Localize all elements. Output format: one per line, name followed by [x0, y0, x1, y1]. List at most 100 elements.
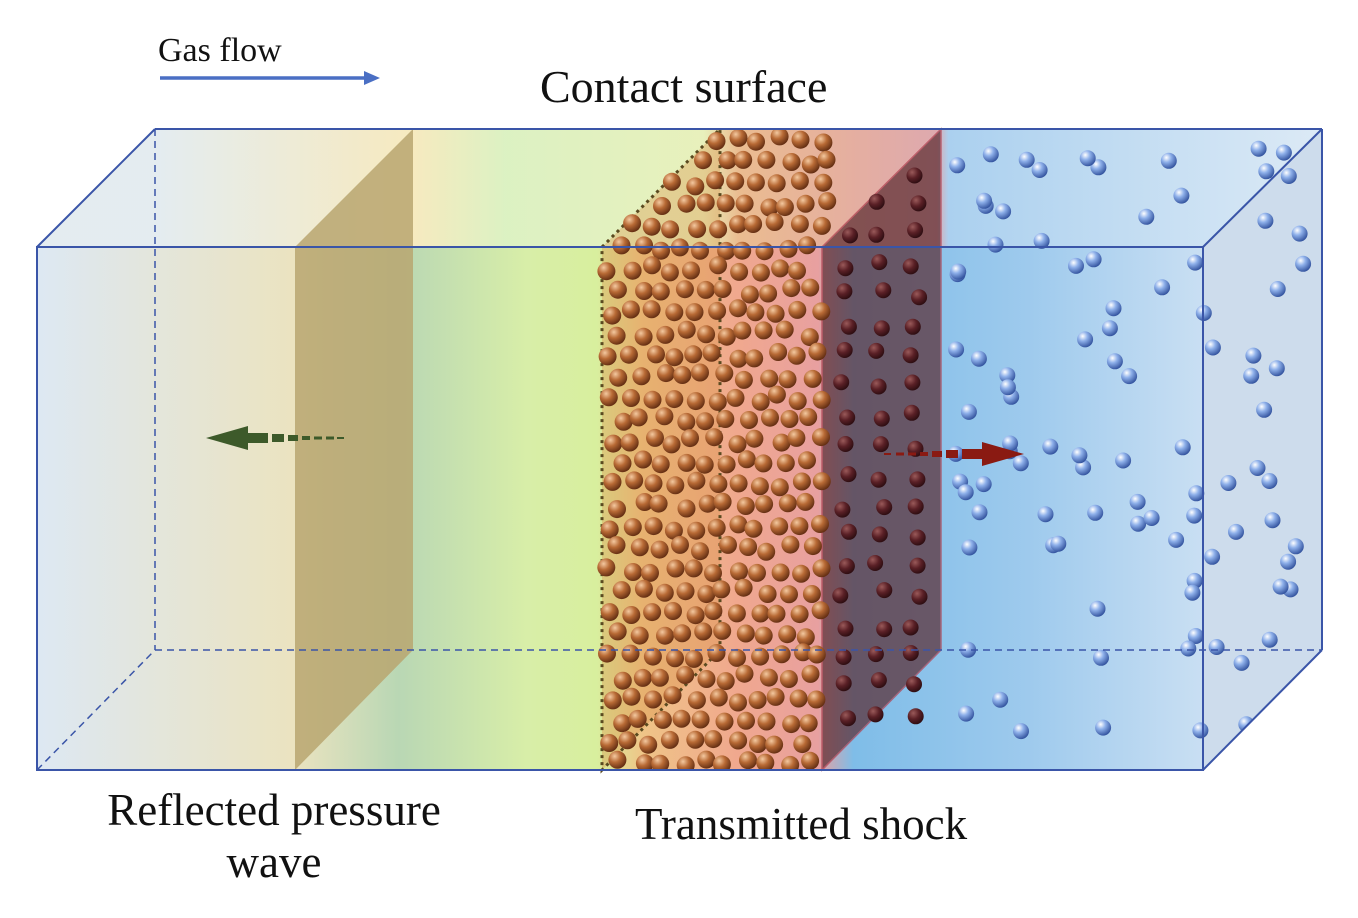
- particle-blue: [1269, 281, 1286, 297]
- particle-brown: [796, 194, 815, 213]
- particle-brown: [739, 751, 757, 770]
- particle-brown: [729, 299, 747, 318]
- particle-blue: [1115, 452, 1132, 469]
- particle-brown: [729, 215, 748, 234]
- particle-dark: [840, 466, 857, 483]
- particle-brown: [789, 689, 808, 708]
- particle-brown: [765, 213, 784, 231]
- particle-brown: [623, 214, 642, 233]
- particle-brown: [634, 327, 653, 346]
- particle-brown: [740, 285, 759, 304]
- particle-brown: [781, 755, 800, 770]
- particle-brown: [676, 756, 695, 770]
- particle-dark: [907, 222, 924, 239]
- particle-brown: [696, 193, 715, 212]
- particle-brown: [695, 455, 714, 474]
- particle-blue: [1013, 723, 1029, 740]
- particle-dark: [876, 499, 893, 516]
- particle-blue: [1075, 459, 1092, 476]
- particle-brown: [730, 562, 748, 581]
- particle-brown: [597, 262, 616, 281]
- particle-brown: [814, 133, 833, 152]
- particle-dark: [873, 320, 890, 337]
- particle-brown: [796, 492, 815, 511]
- particle-brown: [800, 328, 819, 347]
- particle-brown: [613, 454, 632, 473]
- particle-brown: [728, 648, 746, 667]
- particle-blue: [1068, 257, 1084, 274]
- particle-blue: [1291, 225, 1308, 242]
- particle-brown: [644, 517, 663, 536]
- particle-dark: [902, 645, 919, 661]
- particle-brown: [623, 261, 642, 280]
- particle-brown: [618, 731, 637, 750]
- particle-brown: [651, 455, 670, 474]
- particle-blue: [1071, 447, 1088, 464]
- particle-brown: [643, 647, 662, 666]
- particle-brown: [767, 174, 786, 193]
- particle-brown: [734, 578, 753, 597]
- particle-brown: [801, 278, 820, 297]
- particle-blue: [1245, 347, 1262, 364]
- particle-dark: [837, 620, 854, 637]
- particle-blue: [976, 192, 993, 209]
- particle-brown: [781, 535, 800, 554]
- particle-brown: [801, 155, 820, 174]
- particle-brown: [644, 690, 662, 709]
- particle-brown: [613, 714, 632, 733]
- particle-brown: [772, 645, 791, 664]
- particle-brown: [799, 408, 818, 426]
- particle-brown: [677, 453, 696, 472]
- particle-brown: [767, 385, 786, 404]
- particle-brown: [717, 327, 736, 346]
- particle-brown: [682, 261, 700, 280]
- particle-brown: [663, 686, 682, 705]
- particle-blue: [1233, 654, 1250, 671]
- particle-brown: [603, 472, 622, 491]
- particle-brown: [621, 300, 640, 319]
- particle-brown: [603, 306, 622, 325]
- particle-brown: [632, 367, 651, 386]
- particle-blue: [1204, 548, 1221, 565]
- particle-brown: [702, 343, 721, 362]
- particle-blue: [957, 484, 974, 501]
- particle-brown: [697, 585, 716, 604]
- particle-brown: [760, 198, 779, 217]
- particle-brown: [751, 647, 770, 666]
- particle-brown: [630, 538, 649, 557]
- particle-dark: [909, 471, 926, 488]
- particle-brown: [807, 645, 826, 664]
- particle-brown: [650, 540, 669, 559]
- particle-dark: [842, 227, 858, 244]
- particle-blue: [1275, 144, 1292, 161]
- particle-blue: [1220, 475, 1237, 491]
- particle-brown: [769, 343, 788, 361]
- particle-blue: [1238, 716, 1255, 733]
- particle-blue: [1033, 232, 1050, 249]
- particle-brown: [798, 451, 816, 470]
- particle-blue: [1208, 639, 1225, 655]
- particle-brown: [792, 564, 811, 583]
- particle-brown: [766, 687, 785, 706]
- particle-brown: [694, 622, 713, 641]
- particle-brown: [673, 366, 692, 384]
- particle-brown: [780, 585, 798, 604]
- particle-brown: [681, 429, 699, 448]
- particle-brown: [759, 668, 778, 687]
- particle-brown: [717, 455, 736, 474]
- particle-brown: [684, 559, 703, 578]
- particle-brown: [694, 151, 712, 170]
- particle-brown: [708, 392, 727, 411]
- particle-blue: [995, 203, 1012, 220]
- particle-brown: [687, 691, 706, 710]
- particle-brown: [707, 644, 726, 662]
- particle-brown: [713, 621, 732, 640]
- particle-brown: [665, 390, 684, 409]
- particle-brown: [748, 691, 767, 709]
- particle-blue: [1079, 150, 1096, 167]
- particle-brown: [688, 220, 707, 239]
- particle-brown: [696, 280, 715, 299]
- particle-brown: [778, 625, 797, 644]
- particle-brown: [734, 150, 753, 169]
- particle-brown: [761, 408, 779, 427]
